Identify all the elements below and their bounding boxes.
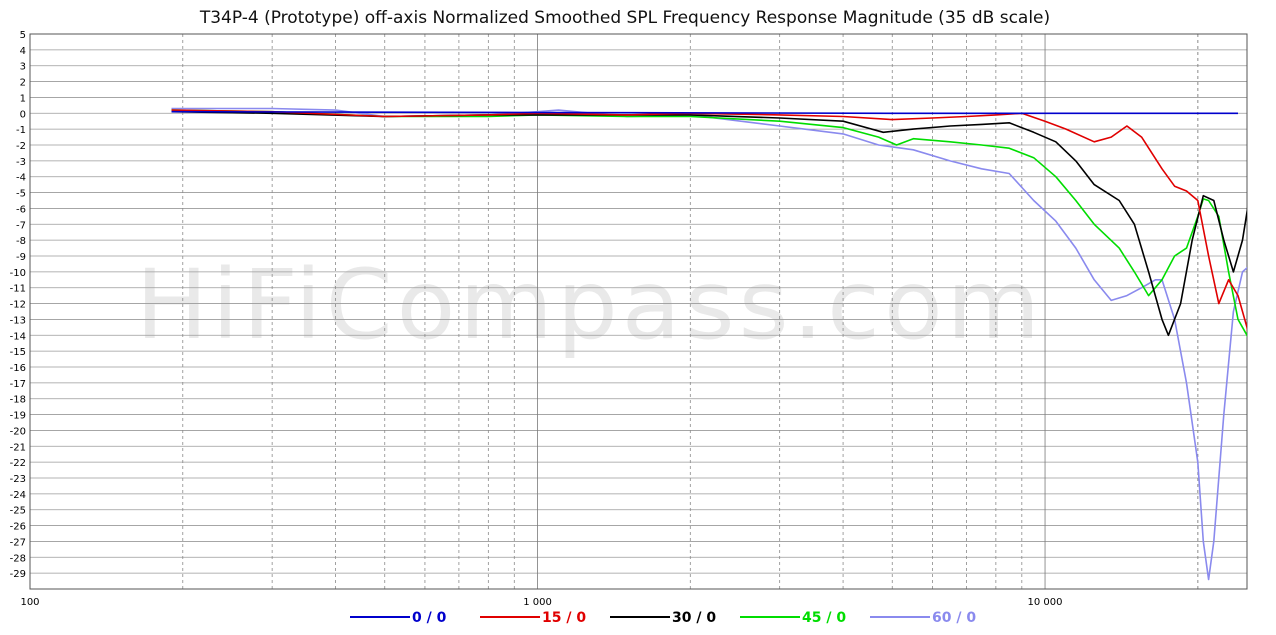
- watermark-text: HiFiCompass.com: [136, 249, 1044, 361]
- y-tick-label: 0: [20, 109, 26, 120]
- y-tick-label: -18: [10, 395, 26, 406]
- y-tick-label: -1: [16, 125, 26, 136]
- y-tick-label: -20: [10, 426, 26, 437]
- series-line-2: [171, 110, 1247, 337]
- y-tick-label: -7: [16, 220, 26, 231]
- chart-title: T34P-4 (Prototype) off-axis Normalized S…: [199, 8, 1051, 28]
- y-tick-label: -28: [10, 553, 26, 564]
- x-tick-label: 1 000: [523, 597, 552, 608]
- y-tick-label: -8: [16, 236, 26, 247]
- y-tick-label: 2: [20, 78, 26, 89]
- legend-label: 0 / 0: [412, 610, 447, 626]
- y-tick-label: -14: [10, 331, 26, 342]
- y-tick-label: -25: [10, 506, 26, 517]
- y-tick-label: -24: [10, 490, 26, 501]
- y-tick-label: -4: [16, 173, 26, 184]
- y-tick-label: -23: [10, 474, 26, 485]
- y-tick-label: 1: [20, 93, 26, 104]
- legend-label: 15 / 0: [542, 610, 586, 626]
- y-tick-label: -5: [16, 189, 26, 200]
- y-tick-label: -17: [10, 379, 26, 390]
- y-tick-label: -26: [10, 522, 26, 533]
- plot-frame: [29, 33, 1248, 590]
- y-tick-label: -6: [16, 204, 26, 215]
- y-tick-label: -9: [16, 252, 26, 263]
- y-tick-label: -29: [10, 569, 26, 580]
- x-tick-label: 10 000: [1028, 597, 1063, 608]
- x-tick-label: 100: [20, 597, 39, 608]
- y-tick-label: -2: [16, 141, 26, 152]
- y-tick-label: -19: [10, 411, 26, 422]
- legend-label: 45 / 0: [802, 610, 846, 626]
- series-line-4: [171, 107, 1247, 581]
- y-tick-label: -11: [10, 284, 26, 295]
- y-tick-label: -16: [10, 363, 26, 374]
- series-line-3: [171, 109, 1247, 338]
- y-tick-label: 5: [20, 30, 26, 41]
- legend-label: 30 / 0: [672, 610, 716, 626]
- y-tick-label: -10: [10, 268, 26, 279]
- legend: 0 / 0 15 / 0 30 / 0 45 / 0 60 / 0: [350, 610, 976, 626]
- series-lines: [171, 107, 1247, 581]
- series-line-0: [171, 110, 1238, 115]
- y-tick-label: -22: [10, 458, 26, 469]
- y-tick-label: -15: [10, 347, 26, 358]
- y-tick-label: 3: [20, 62, 26, 73]
- y-tick-label: -3: [16, 157, 26, 168]
- y-tick-label: 4: [20, 46, 26, 57]
- y-tick-label: -21: [10, 442, 26, 453]
- y-tick-label: -13: [10, 315, 26, 326]
- y-tick-label: -27: [10, 537, 26, 548]
- series-line-1: [171, 109, 1247, 333]
- y-tick-label: -12: [10, 300, 26, 311]
- legend-label: 60 / 0: [932, 610, 976, 626]
- axes: 5 4 3 2 1 0 -1 -2 -3 -4 -5 -6 -7 -8 -9 -10 -11 -12 -13 -14 -…: [10, 30, 1248, 608]
